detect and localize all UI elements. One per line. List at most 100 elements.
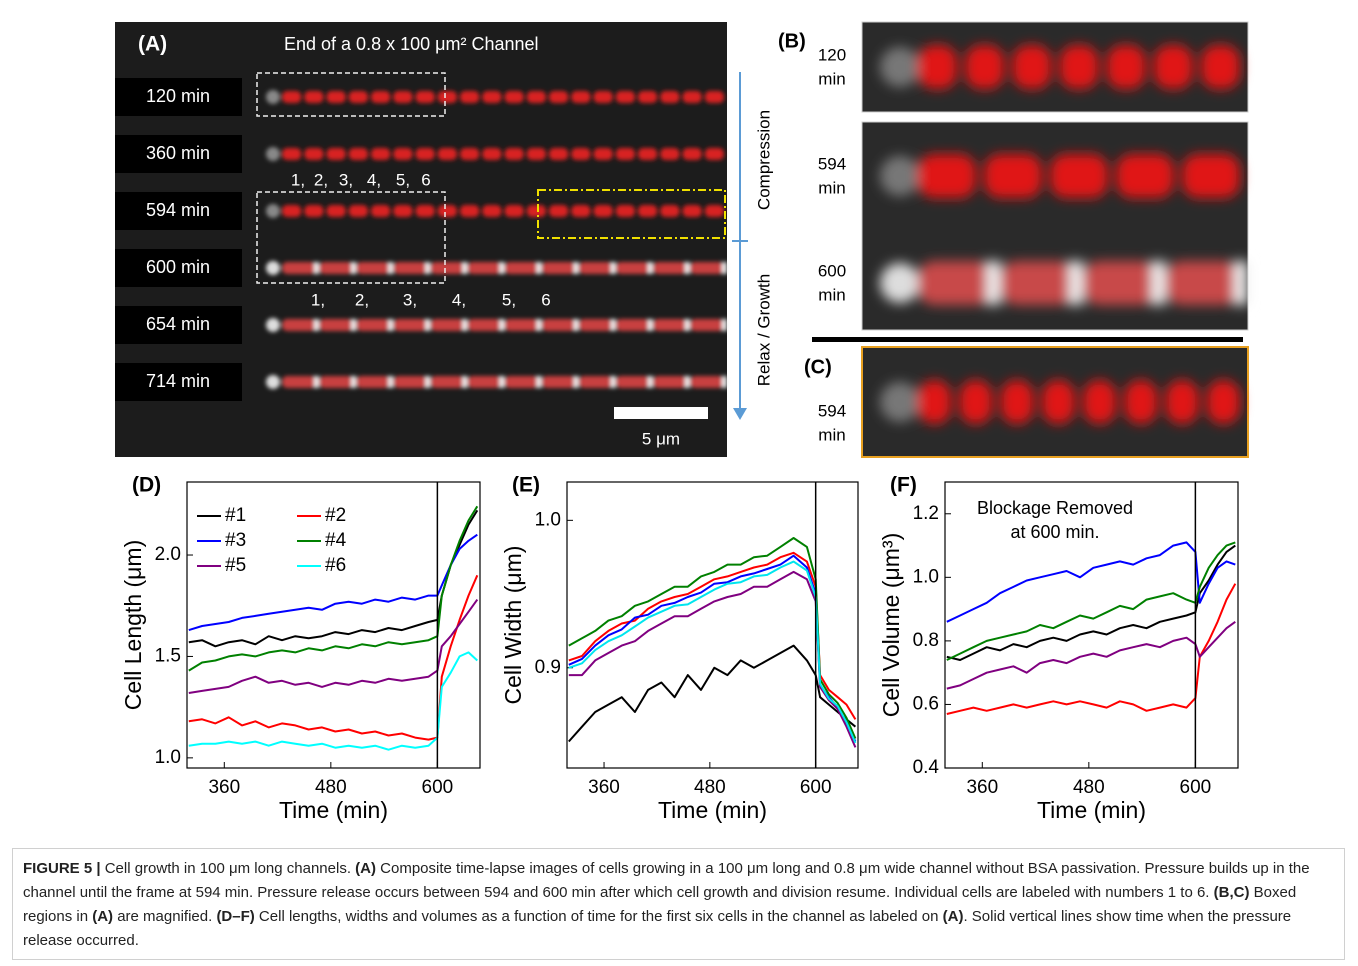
cell (615, 376, 650, 388)
caption-text: (A) (942, 908, 964, 925)
cell (571, 91, 591, 103)
cell (1041, 380, 1075, 424)
legend-label: #3 (225, 530, 246, 551)
caption-text: Boxed regions in (23, 884, 1297, 925)
channel-tip (266, 318, 280, 332)
scale-label: 5 μm (642, 429, 680, 448)
caption-text: . Solid vertical lines show time when th… (23, 908, 1292, 949)
cell (467, 376, 502, 388)
cell (660, 91, 680, 103)
cell-number: 3, (339, 170, 353, 189)
cell (1124, 380, 1158, 424)
series-line (568, 551, 857, 720)
x-tick-label: 600 (800, 777, 832, 798)
y-tick-label: 0.6 (913, 693, 939, 714)
time-label: 714 min (146, 371, 210, 391)
septum (684, 376, 690, 388)
series-line (568, 554, 857, 742)
cell (689, 376, 724, 388)
cell (1165, 380, 1199, 424)
cell (638, 148, 658, 160)
time-box (115, 135, 242, 173)
cell (660, 205, 680, 217)
cell (1153, 45, 1193, 89)
series-line (568, 560, 857, 744)
septum (462, 376, 468, 388)
cell (415, 148, 435, 160)
cell-number: 1, (291, 170, 305, 189)
cell (1206, 380, 1240, 424)
cell (437, 148, 457, 160)
cell (1050, 154, 1108, 198)
series-line (188, 599, 479, 694)
cell (571, 148, 591, 160)
cell (578, 319, 613, 331)
arrow-label: Relax / Growth (754, 274, 773, 386)
cell (326, 148, 346, 160)
x-tick-label: 480 (1073, 777, 1105, 798)
cell (304, 205, 324, 217)
cell (437, 91, 457, 103)
septum (351, 262, 357, 274)
cell (348, 148, 368, 160)
cell (504, 205, 524, 217)
septum (647, 319, 653, 331)
cell (1182, 154, 1240, 198)
cell-number: 5, (396, 170, 410, 189)
septum (573, 319, 579, 331)
time-box (115, 306, 242, 344)
x-tick-label: 600 (1180, 777, 1212, 798)
cell (348, 91, 368, 103)
cell (371, 148, 391, 160)
cell (526, 148, 546, 160)
channel-tip (266, 375, 280, 389)
septum (462, 319, 468, 331)
septum (1234, 261, 1248, 305)
cell (549, 148, 569, 160)
time-label: 654 min (146, 314, 210, 334)
septum (610, 262, 616, 274)
cell (304, 148, 324, 160)
cell (638, 205, 658, 217)
septum (986, 261, 1001, 305)
cell (282, 91, 302, 103)
septum (610, 319, 616, 331)
cell (1116, 154, 1174, 198)
magnified-channel (880, 154, 1240, 198)
series-line (946, 620, 1236, 690)
cell-number: 6 (541, 290, 550, 309)
septum (722, 376, 727, 388)
x-tick-label: 480 (694, 777, 726, 798)
cell-number: 2, (314, 170, 328, 189)
y-axis-label: Cell Length (μm) (120, 540, 146, 710)
cell (918, 154, 976, 198)
cell (549, 205, 569, 217)
cell-number: 4, (367, 170, 381, 189)
time-box (115, 363, 242, 401)
cell (615, 91, 635, 103)
septum (573, 262, 579, 274)
caption-text: Cell lengths, widths and volumes as a fu… (254, 908, 943, 925)
septum (536, 319, 542, 331)
cell (393, 205, 413, 217)
cell (371, 91, 391, 103)
y-axis-label: Cell Width (μm) (500, 546, 526, 705)
plot-frame (944, 481, 1239, 769)
septum (425, 319, 431, 331)
time-label: 594 (818, 154, 846, 173)
septum (351, 376, 357, 388)
cell (319, 319, 354, 331)
cell (541, 319, 576, 331)
panel-a-cells (266, 90, 727, 389)
x-tick-label: 360 (588, 777, 620, 798)
cell (326, 205, 346, 217)
time-box (115, 192, 242, 230)
cell (356, 319, 391, 331)
time-label: 600 min (146, 257, 210, 277)
septum (425, 262, 431, 274)
cell (689, 319, 724, 331)
cell (319, 376, 354, 388)
cell (482, 148, 502, 160)
septum (314, 319, 320, 331)
panel-title: End of a 0.8 x 100 μm² Channel (284, 34, 539, 54)
